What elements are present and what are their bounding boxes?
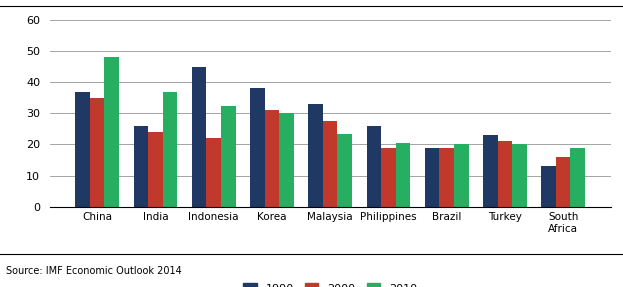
Bar <box>133 126 148 207</box>
Bar <box>148 132 163 207</box>
Bar <box>265 110 279 207</box>
Bar <box>381 148 396 207</box>
Bar <box>206 138 221 207</box>
Legend: 1990, 2000, 2010: 1990, 2000, 2010 <box>244 283 417 287</box>
Bar <box>250 88 265 207</box>
Bar <box>105 57 119 207</box>
Bar <box>439 148 454 207</box>
Bar <box>221 106 235 207</box>
Text: Source: IMF Economic Outlook 2014: Source: IMF Economic Outlook 2014 <box>6 265 182 276</box>
Bar <box>279 113 294 207</box>
Bar <box>338 133 352 207</box>
Bar <box>90 98 105 207</box>
Bar <box>571 148 585 207</box>
Bar <box>425 148 439 207</box>
Bar <box>396 143 411 207</box>
Bar <box>163 92 178 207</box>
Bar <box>308 104 323 207</box>
Bar <box>366 126 381 207</box>
Bar <box>323 121 338 207</box>
Bar <box>483 135 498 207</box>
Bar <box>75 92 90 207</box>
Bar <box>454 144 468 207</box>
Bar <box>498 141 512 207</box>
Bar <box>556 157 571 207</box>
Bar <box>541 166 556 207</box>
Bar <box>192 67 206 207</box>
Bar <box>512 144 527 207</box>
